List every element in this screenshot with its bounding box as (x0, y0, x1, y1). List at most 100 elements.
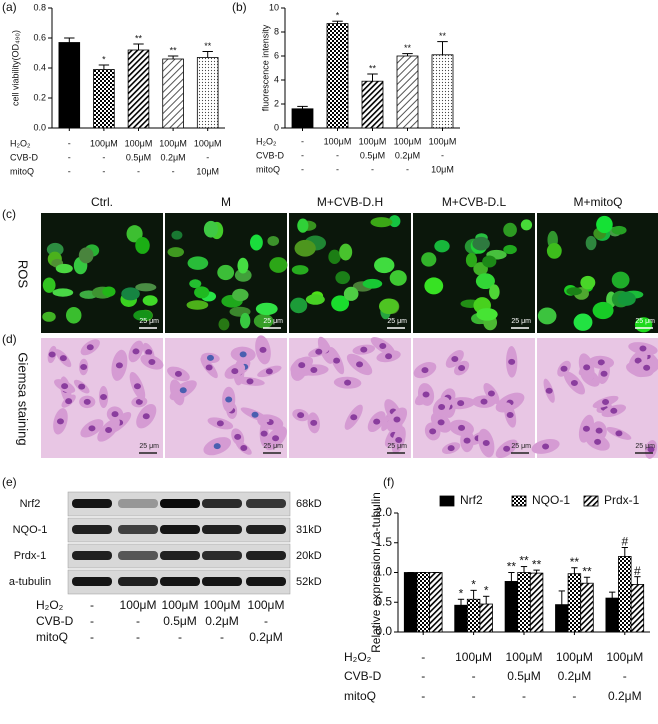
nucleus (487, 390, 495, 397)
y-tick-label: 4 (274, 74, 279, 84)
significance: * (471, 578, 476, 592)
band (72, 499, 112, 508)
treatment-value: - (301, 164, 304, 174)
cell (343, 286, 359, 301)
band (160, 551, 200, 560)
nucleus (393, 416, 401, 423)
band (118, 525, 158, 534)
nucleus (260, 430, 268, 437)
significance: # (634, 564, 641, 578)
nucleus (570, 379, 578, 386)
treatment-value: 100μM (120, 598, 157, 612)
nucleus (80, 363, 88, 370)
legend-swatch (439, 495, 455, 507)
cell (592, 301, 614, 320)
bar (479, 603, 493, 633)
band (72, 577, 112, 586)
cell (374, 257, 395, 274)
y-tick-label: 1.0 (375, 565, 392, 579)
treatment-value: - (178, 630, 182, 644)
treatment-name: mitoQ (10, 166, 34, 176)
bar (93, 69, 115, 129)
scale-bar-label: 25 μm (635, 443, 655, 450)
cell (573, 313, 593, 331)
treatment-value: 100μM (248, 598, 285, 612)
cell (135, 283, 157, 292)
treatment-value: - (90, 630, 94, 644)
scale-bar-label: 25 μm (139, 443, 159, 450)
treatment-value: 100μM (556, 650, 593, 664)
cell (585, 235, 597, 251)
cell (203, 220, 218, 238)
bar (466, 598, 481, 633)
nucleus (373, 418, 381, 425)
significance: ** (532, 557, 542, 571)
cell (424, 277, 444, 295)
nucleus (78, 383, 86, 390)
treatment-value: - (336, 150, 339, 160)
nucleus (148, 358, 156, 365)
nucleus (115, 362, 123, 369)
y-tick-label: 0 (274, 122, 279, 132)
treatment-value: 10μM (431, 164, 454, 174)
bar (127, 49, 150, 129)
treatment-value: - (421, 689, 425, 703)
bar (517, 572, 531, 633)
significance: ** (507, 560, 517, 574)
legend-label: Nrf2 (460, 493, 483, 507)
nucleus (594, 438, 602, 445)
nucleus (65, 398, 73, 405)
nucleus (111, 411, 119, 418)
nucleus (595, 427, 603, 434)
cell (42, 277, 56, 293)
treatment-value: - (68, 138, 71, 148)
treatment-value: - (572, 689, 576, 703)
treatment-value: - (206, 152, 209, 162)
panel-label: (d) (2, 332, 17, 346)
nucleus (600, 370, 608, 377)
nucleus (545, 387, 553, 394)
treatment-name: CVB-D (344, 669, 382, 683)
nucleus (48, 351, 56, 358)
bar (504, 581, 519, 633)
nucleus (206, 354, 214, 361)
band (160, 577, 200, 586)
nucleus (395, 436, 403, 443)
treatment-value: - (220, 630, 224, 644)
y-tick-label: 0.0 (375, 624, 392, 638)
treatment-value: 100μM (162, 598, 199, 612)
nucleus (482, 440, 490, 447)
cell (133, 310, 153, 321)
significance: ** (369, 63, 377, 73)
nucleus (86, 344, 94, 351)
cell (46, 242, 64, 256)
column-title: M+CVB-D.H (317, 195, 383, 209)
nucleus (133, 383, 141, 390)
cell (237, 257, 249, 274)
cell (42, 311, 56, 322)
scale-bar-label: 25 μm (635, 318, 655, 325)
treatment-name: CVB-D (36, 614, 74, 628)
significance: * (484, 583, 489, 597)
treatment-name: H₂O₂ (344, 650, 372, 664)
nucleus (437, 419, 445, 426)
cell (503, 222, 517, 237)
significance: * (459, 586, 464, 600)
cell (171, 230, 183, 240)
nucleus (205, 364, 213, 371)
bar (605, 597, 619, 633)
cell (167, 247, 185, 258)
treatment-value: 0.2μM (558, 669, 592, 683)
treatment-name: H₂O₂ (10, 138, 31, 148)
cell (189, 279, 202, 289)
band (202, 577, 242, 586)
treatment-value: 100μM (394, 136, 422, 146)
treatment-value: 100μM (606, 650, 643, 664)
treatment-value: 0.5μM (126, 152, 151, 162)
significance: ** (519, 554, 529, 568)
cell (52, 288, 74, 297)
bar (58, 42, 81, 129)
treatment-value: 100μM (159, 138, 187, 148)
